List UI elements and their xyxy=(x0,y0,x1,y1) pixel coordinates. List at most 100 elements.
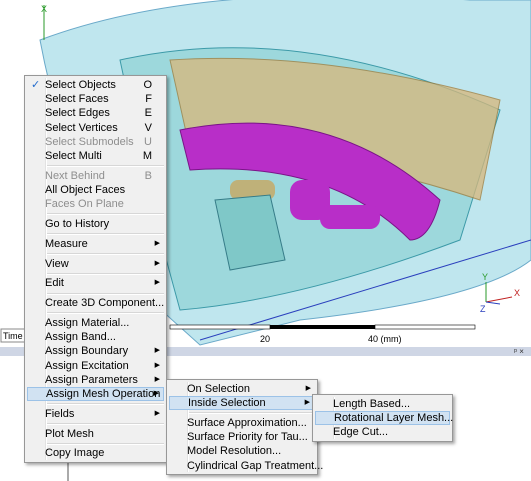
menu-label: Assign Mesh Operation xyxy=(46,388,161,400)
menu-label: Plot Mesh xyxy=(45,427,94,440)
menu-item[interactable]: All Object Faces xyxy=(27,183,164,197)
menu-item[interactable]: Select Faces F xyxy=(27,92,164,106)
context-menu: On Selection ▶ Inside Selection ▶ Surface Ap… xyxy=(166,379,323,475)
shortcut: B xyxy=(144,169,152,182)
menu-item[interactable]: Edit ▶ xyxy=(27,276,164,290)
menu-item[interactable]: Faces On Plane xyxy=(27,197,164,211)
separator xyxy=(47,233,164,236)
menu-label: Select Edges xyxy=(45,107,110,120)
submenu-arrow: ▶ xyxy=(154,239,160,247)
menu-label: Rotational Layer Mesh... xyxy=(334,412,454,425)
shortcut: E xyxy=(144,107,152,120)
pin-icon[interactable]: ᵖ × xyxy=(514,347,524,356)
menu-item[interactable]: Length Based... xyxy=(315,397,450,411)
axis-label: Y xyxy=(482,272,488,282)
separator xyxy=(47,423,164,425)
menu-label: Length Based... xyxy=(333,398,411,410)
menu-label: Copy Image xyxy=(45,447,105,460)
shortcut: O xyxy=(143,79,152,91)
menu-item[interactable]: Select Multi M xyxy=(27,149,164,163)
menu-item[interactable]: Fields ▶ xyxy=(27,407,164,421)
menu-item[interactable]: Assign Material... xyxy=(27,316,164,330)
menu-label: Model Resolution... xyxy=(187,445,282,458)
menu-item[interactable]: Select Vertices V xyxy=(27,121,164,135)
submenu-arrow: ▶ xyxy=(154,361,160,369)
menu-item[interactable]: Cylindrical Gap Treatment... xyxy=(169,459,323,473)
menu-label: Faces On Plane xyxy=(45,198,124,211)
menu-item[interactable]: Next Behind B xyxy=(27,169,164,183)
menu-item[interactable]: Copy Image xyxy=(27,446,164,460)
menu-label: Cylindrical Gap Treatment... xyxy=(187,459,324,472)
menu-label: Select Vertices xyxy=(45,121,118,134)
separator xyxy=(47,272,164,275)
separator xyxy=(47,312,164,315)
menu-item[interactable]: Create 3D Component... xyxy=(27,296,164,310)
menu-label: Create 3D Component... xyxy=(45,297,165,310)
separator xyxy=(47,253,164,255)
menu-item[interactable]: Measure ▶ xyxy=(27,237,164,251)
scale-label: 40 (mm) xyxy=(368,334,402,344)
menu-label: Assign Boundary xyxy=(45,345,129,358)
menu-label: On Selection xyxy=(187,383,250,395)
submenu-arrow: ▶ xyxy=(154,259,160,267)
menu-item[interactable]: Assign Band... xyxy=(27,330,164,344)
menu-label: Select Submodels xyxy=(45,135,134,148)
submenu-arrow: ▶ xyxy=(305,385,311,392)
context-menu: Length Based... Rotational Layer Mesh... E… xyxy=(312,394,453,442)
menu-item[interactable]: Surface Approximation... xyxy=(169,416,315,430)
check-mark: ✓ xyxy=(31,79,41,91)
submenu-arrow: ▶ xyxy=(154,409,160,417)
menu-label: Assign Parameters xyxy=(45,373,138,386)
menu-item[interactable]: View ▶ xyxy=(27,257,164,271)
context-menu: ✓ Select Objects O Select Faces F Select Edge… xyxy=(24,75,167,463)
status-label: Time xyxy=(3,331,23,341)
menu-item[interactable]: Assign Parameters ▶ xyxy=(27,373,164,387)
submenu-arrow: ▶ xyxy=(154,375,160,383)
menu-item[interactable]: Select Submodels U xyxy=(27,135,164,149)
menu-label: Measure xyxy=(45,237,88,250)
menu-item[interactable]: Surface Priority for Tau... xyxy=(169,430,315,444)
menu-item[interactable]: Select Edges E xyxy=(27,106,164,120)
submenu-arrow: ▶ xyxy=(154,279,160,287)
menu-label: Edge Cut... xyxy=(333,426,389,439)
shortcut: M xyxy=(142,150,152,162)
menu-label: Select Multi xyxy=(45,150,102,162)
separator xyxy=(47,403,164,406)
menu-label: Inside Selection xyxy=(188,397,266,410)
menu-label: Assign Band... xyxy=(45,331,116,344)
menu-item[interactable]: Go to History xyxy=(27,217,164,231)
menu-item[interactable]: ✓ Select Objects O xyxy=(27,78,164,92)
menu-label: Assign Material... xyxy=(45,317,130,329)
menu-item[interactable]: Model Resolution... xyxy=(169,444,315,458)
menu-label: Select Objects xyxy=(45,79,116,91)
menu-item[interactable]: Assign Mesh Operation ▶ xyxy=(27,387,164,401)
menu-item[interactable]: Rotational Layer Mesh... xyxy=(315,411,454,426)
shortcut: U xyxy=(144,135,152,148)
menu-label: All Object Faces xyxy=(45,184,126,196)
submenu-arrow: ▶ xyxy=(154,347,160,355)
separator xyxy=(47,165,164,168)
menu-label: Surface Approximation... xyxy=(187,417,307,429)
menu-label: Fields xyxy=(45,407,75,420)
menu-label: Next Behind xyxy=(45,169,105,182)
menu-item[interactable]: On Selection ▶ xyxy=(169,382,315,396)
separator xyxy=(189,412,315,415)
menu-item[interactable]: Assign Boundary ▶ xyxy=(27,344,164,358)
axis-label: Z xyxy=(480,304,486,314)
separator xyxy=(47,442,164,445)
axis-label: X xyxy=(41,4,47,14)
menu-item[interactable]: Inside Selection ▶ xyxy=(169,396,315,411)
menu-label: Select Faces xyxy=(45,93,109,106)
menu-label: Assign Excitation xyxy=(45,359,129,372)
submenu-arrow: ▶ xyxy=(304,399,310,407)
shortcut: F xyxy=(145,93,152,106)
menu-label: Surface Priority for Tau... xyxy=(187,431,308,444)
menu-label: Go to History xyxy=(45,218,110,230)
separator xyxy=(47,213,164,216)
menu-item[interactable]: Plot Mesh xyxy=(27,427,164,441)
axis-label: X xyxy=(514,288,520,298)
menu-item[interactable]: Edge Cut... xyxy=(315,425,450,439)
menu-item[interactable]: Assign Excitation ▶ xyxy=(27,359,164,373)
menu-label: View xyxy=(45,257,69,270)
